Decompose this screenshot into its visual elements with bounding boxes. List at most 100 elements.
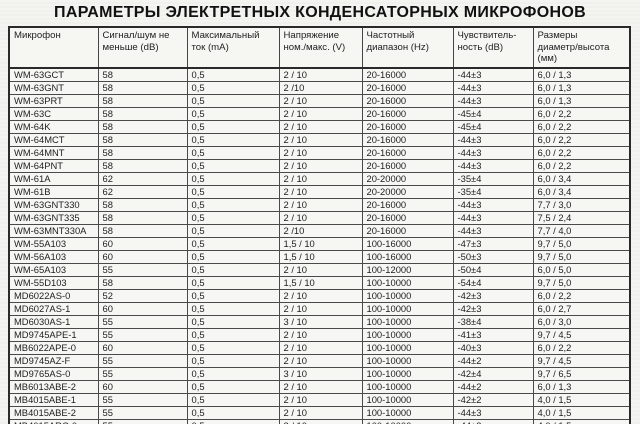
table-row: MB4015ABE-2 55 0,5 2 / 10 100-10000 -44±3 4,0 … [8, 405, 631, 420]
table-cell: 55 [97, 366, 188, 381]
table-cell: 0,5 [186, 366, 280, 381]
table-cell: 3 / 10 [278, 366, 363, 381]
table-cell: WM-63GCT [8, 67, 99, 82]
table-row: WM-55D103 58 0,5 1,5 / 10 100-10000 -54±4 9,7 … [8, 275, 631, 290]
table-cell: 3 / 10 [278, 314, 363, 329]
table-row: MB6013ABE-2 60 0,5 2 / 10 100-10000 -44±2 6,0 … [8, 379, 631, 394]
table-cell: 100-10000 [361, 405, 454, 420]
table-cell: 6,0 / 2,2 [532, 106, 631, 121]
table-row: WM-64MNT 58 0,5 2 / 10 20-16000 -44±3 6,0 / 2,… [8, 145, 631, 160]
table-cell: 2 / 10 [278, 171, 363, 186]
table-cell: 58 [97, 210, 188, 225]
table-cell: -44±3 [452, 67, 534, 82]
table-cell: 100-10000 [361, 418, 454, 424]
table-cell: 0,5 [186, 340, 280, 355]
table-cell: 9,7 / 5,0 [532, 236, 631, 251]
table-cell: 20-16000 [361, 158, 454, 173]
table-cell: 2 / 10 [278, 197, 363, 212]
table-cell: 6,0 / 1,3 [532, 80, 631, 95]
table-cell: 0,5 [186, 184, 280, 199]
table-cell: 9,7 / 4,5 [532, 327, 631, 342]
table-cell: 58 [97, 275, 188, 290]
table-cell: 58 [97, 119, 188, 134]
column-header: Размеры диаметр/высота (мм) [532, 26, 631, 69]
table-row: WM-63PRT 58 0,5 2 / 10 20-16000 -44±3 6,0 / 1,… [8, 93, 631, 108]
header-row: Микрофон Сигнал/шум не меньше (dB) Максима… [8, 26, 631, 69]
table-row: WM-61A 62 0,5 2 / 10 20-20000 -35±4 6,0 / 3,4 [8, 171, 631, 186]
table-cell: WM-55A103 [8, 236, 99, 251]
table-row: MD9745AZ-F 55 0,5 2 / 10 100-10000 -44±2 9,7 /… [8, 353, 631, 368]
table-cell: 100-10000 [361, 314, 454, 329]
table-cell: 6,0 / 2,2 [532, 158, 631, 173]
table-cell: 2 / 10 [278, 132, 363, 147]
table-cell: 20-16000 [361, 93, 454, 108]
table-cell: 2 / 10 [278, 418, 363, 424]
table-cell: 20-16000 [361, 197, 454, 212]
table-cell: 6,0 / 1,3 [532, 93, 631, 108]
table-cell: 20-20000 [361, 171, 454, 186]
table-cell: 58 [97, 132, 188, 147]
table-cell: 2 / 10 [278, 119, 363, 134]
table-cell: 100-12000 [361, 262, 454, 277]
table-cell: 100-10000 [361, 366, 454, 381]
table-cell: MD9745AZ-F [8, 353, 99, 368]
table-cell: 1,5 / 10 [278, 275, 363, 290]
table-body: WM-63GCT 58 0,5 2 / 10 20-16000 -44±3 6,0 / 1,… [8, 67, 631, 424]
table-row: WM-64PNT 58 0,5 2 / 10 20-16000 -44±3 6,0 / 2,… [8, 158, 631, 173]
table-cell: 9,7 / 6,5 [532, 366, 631, 381]
table-cell: 60 [97, 379, 188, 394]
table-cell: 52 [97, 288, 188, 303]
table-cell: -45±4 [452, 119, 534, 134]
table-row: WM-61B 62 0,5 2 / 10 20-20000 -35±4 6,0 / 3,4 [8, 184, 631, 199]
table-cell: -44±3 [452, 132, 534, 147]
table-cell: 100-10000 [361, 379, 454, 394]
table-cell: 0,5 [186, 210, 280, 225]
table-cell: -44±3 [452, 145, 534, 160]
table-cell: 0,5 [186, 197, 280, 212]
table-cell: 100-16000 [361, 249, 454, 264]
table-cell: 9,7 / 5,0 [532, 249, 631, 264]
table-cell: 55 [97, 392, 188, 407]
table-cell: 2 / 10 [278, 67, 363, 82]
table-cell: -50±4 [452, 262, 534, 277]
table-cell: 6,0 / 2,7 [532, 301, 631, 316]
table-cell: 6,0 / 1,3 [532, 379, 631, 394]
table-cell: -44±3 [452, 80, 534, 95]
table-cell: -44±3 [452, 418, 534, 424]
table-cell: 100-16000 [361, 236, 454, 251]
table-row: WM-63C 58 0,5 2 / 10 20-16000 -45±4 6,0 / 2,2 [8, 106, 631, 121]
table-cell: 20-16000 [361, 132, 454, 147]
table-cell: 2 / 10 [278, 210, 363, 225]
table-cell: 0,5 [186, 93, 280, 108]
table-cell: 0,5 [186, 80, 280, 95]
table-cell: WM-63C [8, 106, 99, 121]
page-title: ПАРАМЕТРЫ ЭЛЕКТРЕТНЫХ КОНДЕНСАТОРНЫХ МИК… [54, 4, 586, 21]
table-cell: 0,5 [186, 171, 280, 186]
table-cell: 20-16000 [361, 67, 454, 82]
table-cell: 58 [97, 145, 188, 160]
table-cell: MD9745APE-1 [8, 327, 99, 342]
table-cell: -54±4 [452, 275, 534, 290]
table-cell: 20-16000 [361, 106, 454, 121]
table-cell: 55 [97, 418, 188, 424]
table-cell: -44±3 [452, 405, 534, 420]
table-row: MD9745APE-1 55 0,5 2 / 10 100-10000 -41±3 9,7 … [8, 327, 631, 342]
table-cell: MB6013ABE-2 [8, 379, 99, 394]
table-cell: -44±3 [452, 158, 534, 173]
table-cell: 6,0 / 2,2 [532, 145, 631, 160]
table-row: WM-64K 58 0,5 2 / 10 20-16000 -45±4 6,0 / 2,2 [8, 119, 631, 134]
table-cell: 0,5 [186, 145, 280, 160]
table-cell: WM-63GNT [8, 80, 99, 95]
table-cell: -42±2 [452, 392, 534, 407]
table-row: WM-63GNT335 58 0,5 2 / 10 20-16000 -44±3 7,5 /… [8, 210, 631, 225]
table-cell: WM-56A103 [8, 249, 99, 264]
table-cell: -42±4 [452, 366, 534, 381]
table-cell: -40±3 [452, 340, 534, 355]
table-cell: 0,5 [186, 223, 280, 238]
table-cell: WM-55D103 [8, 275, 99, 290]
table-cell: 0,5 [186, 249, 280, 264]
table-cell: -42±3 [452, 301, 534, 316]
table-cell: 20-16000 [361, 80, 454, 95]
table-cell: WM-63GNT335 [8, 210, 99, 225]
